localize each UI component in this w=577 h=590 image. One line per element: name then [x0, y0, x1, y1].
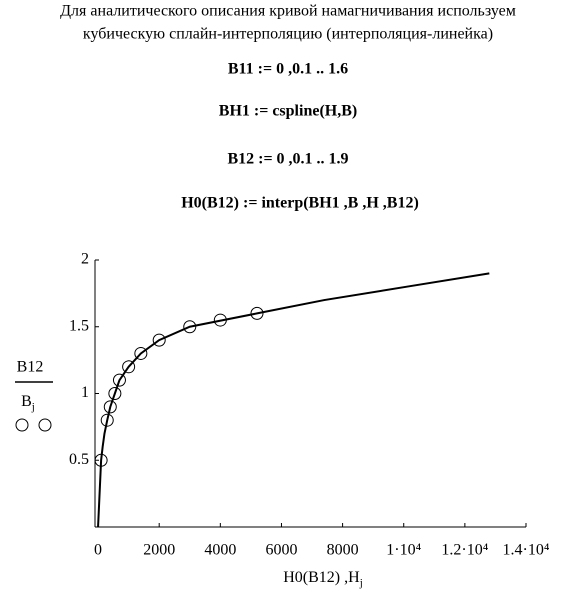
- data-point: [250, 306, 264, 320]
- data-point: [112, 373, 126, 387]
- x-tick-label: 1.4·10⁴: [503, 542, 550, 559]
- data-point: [183, 320, 197, 334]
- data-point: [152, 333, 166, 347]
- header-line: Для аналитического описания кривой намаг…: [60, 3, 516, 20]
- y-tick-label: 1: [81, 384, 89, 401]
- header-line: кубическую сплайн-интерполяцию (интерпол…: [83, 26, 493, 43]
- x-tick-label: 8000: [327, 542, 359, 559]
- y-tick-label: 0.5: [69, 451, 89, 468]
- data-point: [103, 400, 117, 414]
- data-point: [108, 387, 122, 400]
- y-tick-label: 1.5: [69, 317, 89, 334]
- data-point: [213, 313, 227, 327]
- y-label: Bj: [21, 393, 35, 413]
- y-label: B12: [17, 359, 44, 376]
- data-point: [122, 360, 136, 374]
- formula: B12 := 0 ,0.1 .. 1.9: [227, 151, 348, 168]
- data-point: [94, 453, 108, 467]
- x-tick-label: 6000: [265, 542, 297, 559]
- x-tick-label: 2000: [143, 542, 175, 559]
- formula: H0(B12) := interp(BH1 ,B ,H ,B12): [181, 195, 419, 212]
- legend-marker: [38, 418, 52, 432]
- formula: BH1 := cspline(H,B): [219, 103, 357, 120]
- x-tick-label: 1·10⁴: [386, 542, 421, 559]
- data-point: [100, 413, 114, 427]
- x-label: H0(B12) ,Hj: [283, 569, 363, 589]
- x-tick-label: 4000: [204, 542, 236, 559]
- data-point: [134, 346, 148, 360]
- legend-marker: [15, 418, 29, 432]
- formula: B11 := 0 ,0.1 .. 1.6: [228, 61, 348, 78]
- y-tick-label: 2: [81, 251, 89, 268]
- x-tick-label: 0: [94, 542, 102, 559]
- curve: [97, 272, 490, 528]
- x-tick-label: 1.2·10⁴: [441, 542, 488, 559]
